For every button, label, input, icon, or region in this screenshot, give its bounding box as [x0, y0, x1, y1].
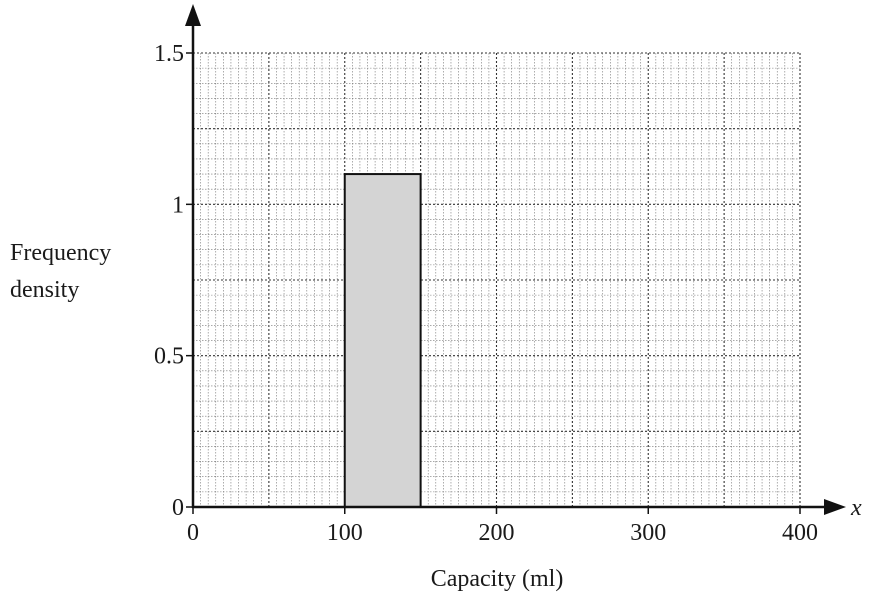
x-tick-label: 100: [327, 520, 363, 546]
y-tick-label: 0: [172, 495, 184, 521]
y-axis-label-line-2: density: [10, 277, 79, 303]
bars: [343, 173, 422, 508]
tick-labels: 0 100 200 300 400 0 0.5 1 1.5: [154, 41, 818, 546]
x-tick-label: 300: [630, 520, 666, 546]
y-axis-arrow: [185, 4, 201, 26]
x-tick-label: 200: [479, 520, 515, 546]
grid: [192, 52, 801, 508]
y-tick-label: 1.5: [154, 41, 184, 67]
x-axis-symbol: x: [850, 495, 862, 521]
y-axis-label-line-1: Frequency: [10, 240, 111, 266]
y-tick-label: 0.5: [154, 344, 184, 370]
y-tick-label: 1: [172, 192, 184, 218]
axes: [185, 4, 846, 515]
histogram-bar: [343, 173, 422, 508]
x-tick-label: 400: [782, 520, 818, 546]
x-axis-label: Capacity (ml): [431, 566, 564, 592]
x-axis-arrow: [824, 499, 846, 515]
x-tick-label: 0: [187, 520, 199, 546]
